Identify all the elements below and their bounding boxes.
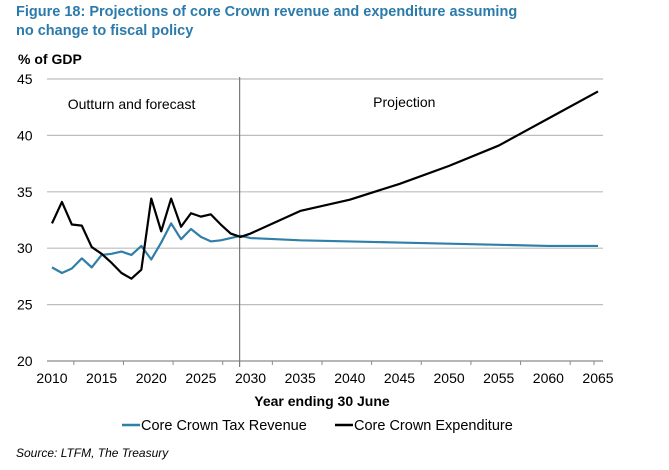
x-tick-label: 2035: [285, 370, 316, 386]
gridlines: [47, 78, 603, 362]
x-tick-label: 2045: [384, 370, 415, 386]
y-axis-ticks: 20 25 30 35 40 45: [17, 71, 33, 369]
chart-title: Figure 18: Projections of core Crown rev…: [16, 4, 518, 39]
y-tick-label: 30: [17, 240, 33, 256]
x-tick-label: 2055: [483, 370, 514, 386]
series-lines: [51, 90, 599, 280]
legend-label-expenditure: Core Crown Expenditure: [354, 418, 513, 434]
y-tick-label: 35: [17, 184, 33, 200]
x-tick-label: 2025: [185, 370, 216, 386]
y-tick-label: 40: [17, 127, 33, 143]
y-tick-label: 25: [17, 297, 33, 313]
annotation-outturn: Outturn and forecast: [68, 96, 196, 112]
x-axis-label: Year ending 30 June: [254, 393, 390, 409]
x-tick-label: 2015: [86, 370, 117, 386]
y-tick-label: 45: [17, 71, 33, 87]
x-tick-label: 2040: [334, 370, 365, 386]
x-tick-label: 2060: [533, 370, 564, 386]
x-tick-label: 2065: [582, 370, 613, 386]
x-axis: 2010 2015 2020 2025 2030 2035 2040 2045 2050 2055…: [36, 361, 614, 386]
source-note: Source: LTFM, The Treasury: [16, 446, 169, 460]
y-axis-label: % of GDP: [18, 51, 82, 67]
x-tick-label: 2050: [434, 370, 465, 386]
x-tick-label: 2020: [136, 370, 167, 386]
legend-label-revenue: Core Crown Tax Revenue: [141, 418, 307, 434]
series-line-revenue: [51, 222, 598, 275]
legend: Core Crown Tax Revenue Core Crown Expend…: [122, 418, 513, 434]
x-tick-label: 2010: [36, 370, 67, 386]
series-line-expenditure: [51, 90, 599, 280]
x-tick-label: 2030: [235, 370, 266, 386]
annotation-projection: Projection: [373, 94, 435, 110]
y-tick-label: 20: [17, 353, 33, 369]
